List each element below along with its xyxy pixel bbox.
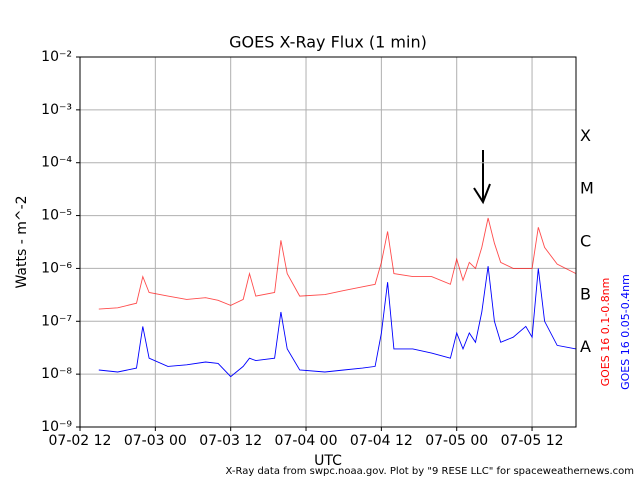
flare-class-label: A (580, 337, 591, 356)
flare-class-label: M (580, 179, 594, 198)
x-tick-label: 07-03 00 (124, 433, 187, 449)
legend-entry: GOES 16 0.1-0.8nm (599, 278, 612, 387)
x-tick-label: 07-02 12 (49, 433, 112, 449)
flare-class-label: C (580, 232, 591, 251)
footer: X-Ray data from swpc.noaa.gov. Plot by "… (226, 466, 634, 477)
arrow-head (473, 183, 491, 205)
x-tick-label: 07-05 12 (501, 433, 564, 449)
y-tick-label: 10⁻³ (41, 102, 72, 118)
y-tick-label: 10⁻⁶ (41, 260, 72, 276)
x-tick-label: 07-03 12 (199, 433, 262, 449)
legend-entry: GOES 16 0.05-0.4nm (619, 274, 632, 390)
flare-class-label: B (580, 284, 591, 303)
series-line (98, 217, 577, 310)
chart-title: GOES X-Ray Flux (1 min) (229, 33, 427, 52)
x-axis-label: UTC (314, 453, 342, 469)
x-tick-label: 07-04 00 (275, 433, 338, 449)
x-tick-label: 07-04 12 (350, 433, 413, 449)
series-line (98, 266, 577, 378)
y-tick-label: 10⁻⁹ (41, 419, 72, 435)
plot-frame (79, 56, 577, 428)
y-tick-label: 10⁻⁴ (41, 155, 72, 171)
y-tick-label: 10⁻⁸ (41, 366, 72, 382)
y-tick-label: 10⁻² (41, 49, 72, 65)
y-tick-label: 10⁻⁷ (41, 313, 72, 329)
flare-class-label: X (580, 126, 591, 145)
y-tick-label: 10⁻⁵ (41, 208, 72, 224)
y-axis-label: Watts - m^-2 (14, 195, 30, 288)
x-tick-label: 07-05 00 (425, 433, 488, 449)
